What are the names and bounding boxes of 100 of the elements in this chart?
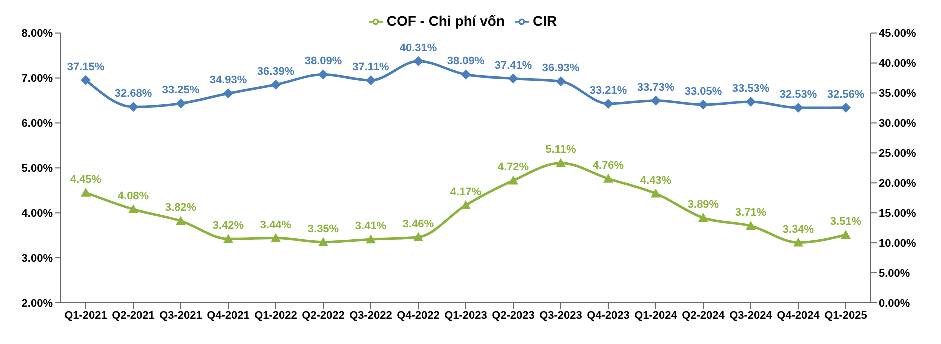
y2-tick-label: 35.00% <box>879 88 917 100</box>
data-label: 33.53% <box>732 83 770 96</box>
x-tick-label: Q3-2023 <box>540 310 582 322</box>
x-tick-label: Q1-2025 <box>824 310 868 322</box>
x-tick-label: Q2-2024 <box>682 310 726 322</box>
data-label: 3.71% <box>735 207 767 220</box>
legend-label: CIR <box>533 13 558 29</box>
data-label: 34.93% <box>210 74 248 87</box>
point <box>698 213 708 222</box>
data-label: 33.25% <box>162 84 200 97</box>
x-tick-label: Q3-2022 <box>350 310 392 322</box>
y-tick-label: 2.00% <box>22 298 54 310</box>
point <box>841 230 851 240</box>
point <box>271 233 281 242</box>
y2-tick-label: 10.00% <box>879 238 917 250</box>
point <box>128 204 138 214</box>
data-label: 32.68% <box>114 88 152 100</box>
y2-tick-label: 25.00% <box>879 148 917 160</box>
point <box>366 234 376 244</box>
point <box>841 102 851 113</box>
x-tick-label: Q1-2022 <box>254 310 298 322</box>
y2-tick-label: 45.00% <box>879 28 917 40</box>
data-label: 37.41% <box>494 60 532 72</box>
point <box>366 76 376 86</box>
data-label: 37.11% <box>352 62 390 74</box>
point <box>224 88 234 99</box>
data-label: 3.42% <box>212 220 244 232</box>
data-label: 32.53% <box>780 89 818 102</box>
point <box>271 80 281 90</box>
data-label: 33.21% <box>590 84 628 97</box>
data-label: 36.93% <box>542 62 580 75</box>
point <box>698 100 708 110</box>
x-tick-label: Q2-2022 <box>302 310 345 322</box>
data-label: 40.31% <box>400 42 438 54</box>
y-tick-label: 5.00% <box>22 163 54 176</box>
point <box>651 96 661 106</box>
point <box>414 232 424 242</box>
y2-tick-label: 0.00% <box>879 298 910 310</box>
point <box>176 98 186 109</box>
point <box>604 98 614 109</box>
point <box>224 234 234 244</box>
x-tick-label: Q4-2023 <box>587 310 630 322</box>
data-label: 36.39% <box>257 66 295 78</box>
data-label: 3.89% <box>688 199 720 212</box>
point <box>794 238 804 247</box>
data-label: 3.44% <box>260 219 292 232</box>
point <box>604 174 614 183</box>
y-tick-label: 7.00% <box>22 73 54 86</box>
point <box>81 75 91 86</box>
x-tick-label: Q2-2021 <box>112 310 155 322</box>
y2-tick-label: 20.00% <box>879 178 917 190</box>
point <box>651 188 661 198</box>
point <box>556 158 566 168</box>
point <box>746 97 756 108</box>
point <box>414 56 424 66</box>
point <box>794 103 804 114</box>
data-label: 38.09% <box>304 56 342 68</box>
point <box>318 70 328 80</box>
x-tick-label: Q1-2021 <box>64 310 108 322</box>
data-label: 3.41% <box>355 220 387 233</box>
data-label: 3.51% <box>830 216 862 228</box>
data-label: 32.56% <box>827 88 865 101</box>
data-label: 4.45% <box>70 174 102 186</box>
data-label: 3.35% <box>308 223 340 236</box>
point <box>128 102 138 112</box>
y-tick-label: 4.00% <box>22 208 54 220</box>
data-label: 33.05% <box>684 86 722 98</box>
data-label: 3.34% <box>782 224 814 236</box>
y-tick-label: 3.00% <box>22 252 54 265</box>
data-label: 4.76% <box>592 160 624 172</box>
x-tick-label: Q2-2023 <box>492 310 535 322</box>
x-tick-label: Q1-2023 <box>444 310 488 322</box>
data-label: 4.72% <box>498 162 530 174</box>
x-tick-label: Q4-2024 <box>777 310 821 322</box>
y2-tick-label: 30.00% <box>879 118 917 130</box>
data-label: 33.73% <box>637 82 675 94</box>
data-label: 4.08% <box>118 190 150 203</box>
x-tick-label: Q3-2024 <box>730 310 774 322</box>
data-label: 3.82% <box>165 202 197 214</box>
x-tick-label: Q4-2022 <box>397 310 440 322</box>
y-tick-label: 6.00% <box>22 118 54 130</box>
data-label: 4.17% <box>450 186 482 198</box>
x-tick-label: Q4-2021 <box>207 310 250 322</box>
point <box>508 74 518 84</box>
data-label: 5.11% <box>546 144 577 156</box>
y2-tick-label: 15.00% <box>879 208 917 220</box>
point <box>81 188 91 197</box>
y2-tick-label: 5.00% <box>879 268 910 280</box>
data-label: 38.09% <box>447 56 485 68</box>
legend-label: COF - Chi phí vốn <box>386 13 506 29</box>
data-label: 4.43% <box>640 174 672 187</box>
data-label: 3.46% <box>402 218 434 230</box>
x-tick-label: Q3-2021 <box>160 310 202 322</box>
point <box>461 70 471 80</box>
x-tick-label: Q1-2024 <box>634 310 678 322</box>
point <box>461 200 471 210</box>
point <box>318 237 328 246</box>
y-tick-label: 8.00% <box>22 28 54 40</box>
y2-tick-label: 40.00% <box>879 58 917 70</box>
point <box>556 76 566 87</box>
